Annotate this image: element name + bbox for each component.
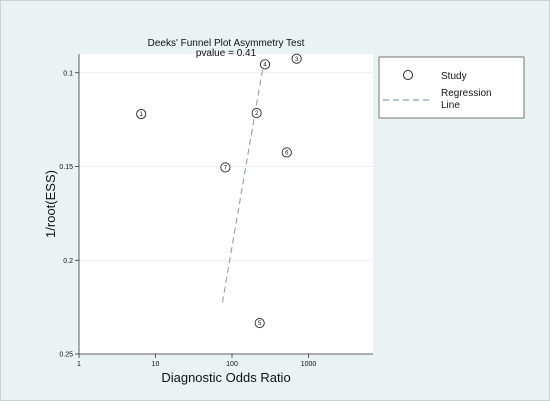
study-marker — [251, 108, 262, 119]
study-point: 2 — [251, 108, 262, 119]
legend-regression-label-1: Regression — [441, 88, 492, 99]
y-tick-label: 0.1 — [63, 70, 73, 77]
study-label: 3 — [295, 57, 299, 63]
legend-study-marker — [403, 70, 413, 80]
plot-area — [79, 54, 373, 354]
study-label: 2 — [255, 111, 259, 117]
study-marker — [136, 108, 147, 120]
y-tick-label: 0.15 — [59, 164, 73, 171]
study-point: 4 — [259, 59, 271, 70]
legend-study-label: Study — [441, 71, 467, 82]
study-point: 5 — [254, 318, 265, 329]
x-axis-label: Diagnostic Odds Ratio — [161, 370, 290, 385]
study-label: 5 — [258, 321, 262, 327]
y-axis-label: 1/root(ESS) — [43, 170, 58, 238]
chart-subtitle: pvalue = 0.41 — [196, 48, 257, 59]
regression-line-layer — [221, 62, 265, 303]
axes — [78, 54, 373, 355]
regression-line — [221, 62, 265, 303]
study-point: 3 — [291, 53, 302, 64]
axis-ticks: 0.1 0.15 0.2 0.25 1 10 100 1000 — [59, 70, 316, 368]
study-label: 7 — [224, 166, 228, 172]
study-label: 1 — [140, 112, 144, 118]
x-tick-label: 1 — [77, 361, 81, 368]
study-label: 4 — [263, 62, 267, 68]
study-marker — [291, 53, 302, 64]
study-points: 1 2 3 4 5 6 7 — [136, 53, 302, 329]
chart-title: Deeks' Funnel Plot Asymmetry Test — [148, 38, 305, 49]
study-point: 6 — [281, 147, 292, 158]
study-marker — [281, 147, 292, 158]
study-marker — [220, 162, 231, 173]
legend-box — [378, 56, 525, 119]
x-tick-label: 1000 — [301, 361, 317, 368]
x-tick-label: 100 — [226, 361, 238, 368]
x-tick-label: 10 — [152, 361, 160, 368]
study-marker — [259, 59, 271, 70]
study-point: 1 — [136, 108, 147, 120]
legend: Study Regression Line — [378, 56, 525, 119]
legend-regression-label-2: Line — [441, 100, 460, 111]
y-tick-label: 0.2 — [63, 258, 73, 265]
study-marker — [254, 318, 265, 329]
study-point: 7 — [220, 162, 231, 173]
y-tick-label: 0.25 — [59, 352, 73, 359]
study-label: 6 — [285, 151, 289, 157]
